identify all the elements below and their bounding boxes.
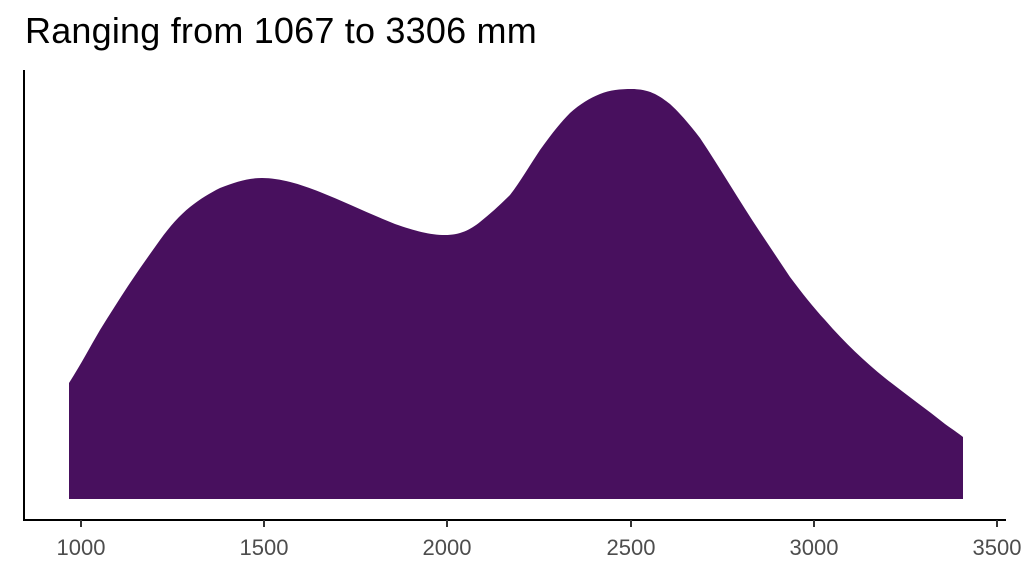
x-axis-tick-labels: 1000 1500 2000 2500 3000 3500: [57, 535, 1022, 560]
chart-title: Ranging from 1067 to 3306 mm: [25, 10, 537, 51]
x-tick-label: 2000: [423, 535, 472, 560]
x-tick-label: 2500: [607, 535, 656, 560]
x-tick-label: 3000: [790, 535, 839, 560]
x-axis-ticks: [80, 520, 998, 527]
density-area: [69, 89, 963, 499]
x-tick-label: 1500: [240, 535, 289, 560]
x-tick-label: 1000: [57, 535, 106, 560]
x-tick-label: 3500: [973, 535, 1022, 560]
